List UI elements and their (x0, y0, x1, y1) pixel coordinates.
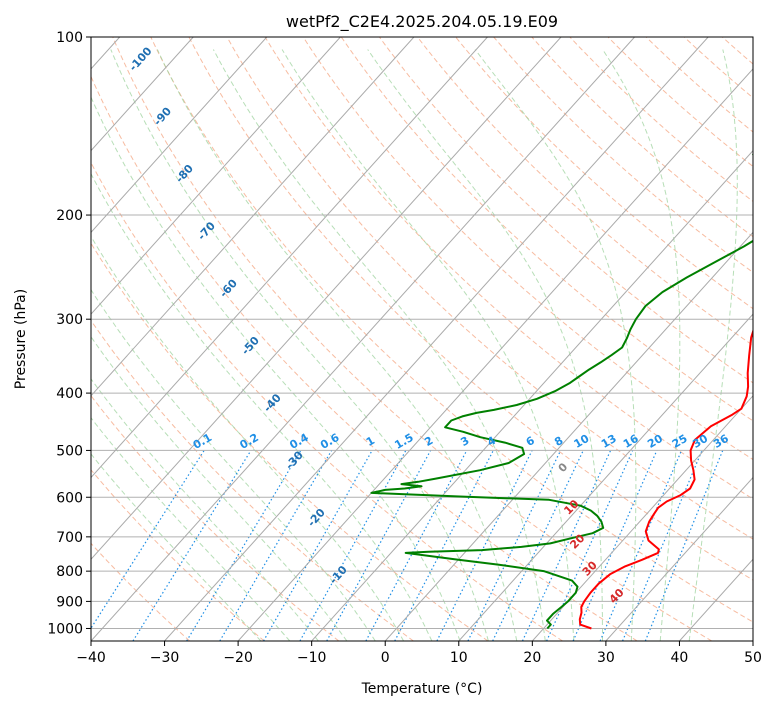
y-tick-label: 300 (56, 312, 83, 328)
mixing-ratio-label: 3 (458, 434, 471, 449)
dry-adiabat-label: -100 (127, 44, 155, 73)
x-tick-label: 10 (450, 650, 468, 666)
y-tick-label: 900 (56, 594, 83, 610)
dry-adiabat-label: -40 (261, 391, 284, 415)
moist-adiabat-label: 30 (580, 558, 600, 578)
dry-adiabat-line (0, 37, 264, 641)
dry-adiabat-label: -30 (283, 448, 306, 472)
dry-adiabat-line (684, 37, 775, 641)
dry-adiabat-line (646, 37, 775, 641)
moist-adiabat-line (689, 50, 737, 642)
mixing-ratio-label: 6 (524, 434, 537, 449)
y-axis-label: Pressure (hPa) (13, 289, 29, 389)
moist-adiabat-line (16, 73, 404, 641)
x-tick-label: 40 (671, 650, 689, 666)
y-tick-label: 400 (56, 386, 83, 402)
dry-adiabat-line (227, 37, 775, 641)
isotherm-line (0, 37, 487, 641)
dry-adiabat-line (265, 37, 775, 641)
dry-adiabat-label: -60 (217, 276, 240, 300)
dry-adiabat-label: -10 (327, 563, 350, 587)
moist-adiabat-label: 40 (607, 586, 627, 606)
mixing-ratio-line (300, 450, 406, 641)
isotherm-line (606, 37, 775, 641)
moist-adiabat-line (213, 50, 545, 642)
x-tick-label: 0 (381, 650, 390, 666)
x-tick-label: 50 (744, 650, 762, 666)
mixing-ratio-label: 0.6 (318, 431, 342, 452)
mixing-ratio-line (133, 450, 251, 641)
x-tick-label: 20 (523, 650, 541, 666)
plot-frame (91, 37, 753, 641)
dry-adiabat-label: -70 (195, 219, 218, 243)
moist-adiabat-label: 10 (561, 497, 581, 517)
mixing-ratio-line (83, 450, 204, 641)
y-tick-label: 500 (56, 443, 83, 459)
mixing-ratio-line (395, 450, 494, 641)
moist-adiabat-line (0, 114, 347, 641)
x-tick-label: 30 (597, 650, 615, 666)
moist-adiabat-line (157, 50, 516, 642)
mixing-ratio-label: 10 (572, 432, 592, 451)
y-tick-label: 200 (56, 208, 83, 224)
x-tick-label: −20 (223, 650, 253, 666)
dry-adiabat-line (760, 37, 775, 641)
y-tick-label: 700 (56, 530, 83, 546)
y-tick-label: 1000 (47, 621, 83, 637)
moist-adiabat-line (368, 50, 603, 642)
isotherm-line (91, 37, 635, 641)
mixing-ratio-line (468, 450, 561, 641)
mixing-ratio-line (645, 450, 722, 641)
mixing-ratio-line (187, 450, 301, 641)
mixing-ratio-line (547, 450, 633, 641)
moist-adiabat-line (0, 158, 290, 641)
mixing-ratio-label: 25 (670, 432, 690, 451)
mixing-ratio-label: 0.2 (237, 431, 260, 452)
moist-adiabat-label: 0 (556, 460, 571, 475)
mixing-ratio-label: 8 (552, 434, 565, 449)
dry-adiabat-line (608, 37, 775, 641)
mixing-ratio-label: 30 (690, 432, 710, 451)
mixing-ratio-label: 13 (599, 432, 619, 451)
x-tick-label: −40 (76, 650, 106, 666)
mixing-ratio-label: 20 (645, 432, 665, 451)
chart-title: wetPf2_C2E4.2025.204.05.19.E09 (286, 12, 558, 32)
dry-adiabat-label: -80 (173, 162, 196, 186)
moist-adiabat-line (603, 50, 680, 642)
mixing-ratio-label: 1 (364, 434, 377, 449)
mixing-ratio-label: 16 (621, 432, 641, 451)
x-tick-label: −10 (297, 650, 327, 666)
mixing-ratio-line (573, 450, 657, 641)
isotherm-line (238, 37, 775, 641)
dry-adiabat-line (532, 37, 775, 641)
isotherm-line (753, 37, 775, 641)
x-axis-label: Temperature (°C) (361, 681, 483, 697)
y-tick-label: 100 (56, 30, 83, 46)
dry-adiabat-line (0, 37, 339, 641)
dry-adiabat-line (0, 37, 488, 641)
dry-adiabat-line (303, 37, 775, 641)
mixing-ratio-label: 1.5 (392, 431, 415, 452)
x-tick-label: −30 (150, 650, 180, 666)
y-tick-label: 600 (56, 490, 83, 506)
y-tick-label: 800 (56, 564, 83, 580)
mixing-ratio-label: 0.4 (287, 431, 311, 452)
dry-adiabat-label: -90 (151, 104, 174, 128)
mixing-ratio-line (600, 450, 681, 641)
isotherm-line (0, 37, 267, 641)
